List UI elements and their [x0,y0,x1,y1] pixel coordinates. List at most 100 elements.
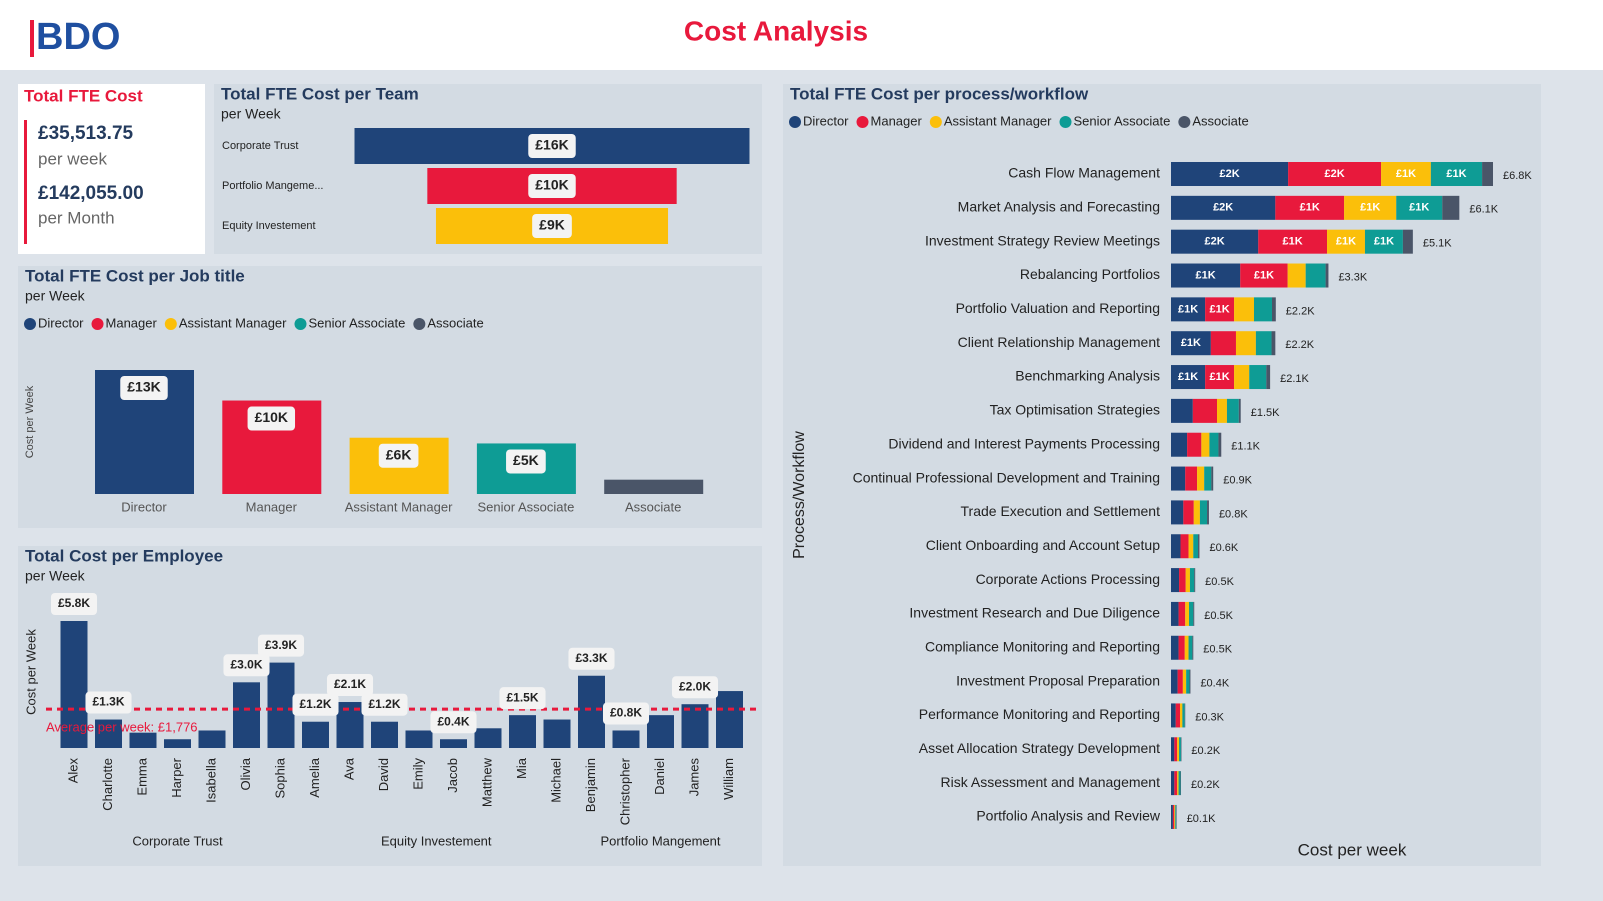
header-bar [0,0,1603,70]
bar [681,704,709,748]
total-label: £0.5K [1205,576,1234,588]
bar-segment [1171,534,1181,559]
logo-bar [30,20,34,57]
chart-title: Total Cost per Employee [25,546,223,565]
segment-label: £1K [1178,371,1198,383]
bar-segment [1171,568,1180,593]
segment-label: £2K [1219,168,1239,180]
bar-segment [1171,737,1175,762]
total-label: £0.1K [1187,813,1216,825]
bar-segment [1238,398,1241,423]
bar-segment [1185,466,1198,491]
legend-marker [789,116,801,128]
bar-segment [1240,263,1288,288]
category-label: Trade Execution and Settlement [961,503,1161,519]
value-label-box [50,593,98,615]
bar [716,691,743,748]
bar [604,479,704,494]
bar-segment [1178,771,1181,796]
chart-title: Total FTE Cost per Team [221,84,419,103]
bar [612,730,640,748]
bar [164,739,191,748]
chart-title: Total FTE Cost per process/workflow [790,84,1089,103]
bar [60,621,88,748]
bar [440,739,467,748]
value-label: £0.8K [610,706,642,720]
bar-segment [1271,331,1276,356]
bar-segment [1253,297,1273,322]
category-label: Portfolio Mangeme... [222,180,324,192]
category-label: Rebalancing Portfolios [1020,266,1160,282]
kpi-week-value: £35,513.75 [38,123,134,144]
total-label: £0.2K [1191,745,1220,757]
segment-label: £1K [1336,236,1356,248]
bar-segment [1177,669,1183,694]
total-label: £0.5K [1203,644,1232,656]
total-label: £2.2K [1285,339,1314,351]
bar-segment [1179,737,1181,762]
bar-segment [1171,500,1184,525]
bar-segment [1178,601,1186,626]
bar-segment [1189,669,1191,694]
bar-segment [1258,229,1328,254]
value-label: £5.8K [58,596,90,610]
category-label: Asset Allocation Strategy Development [919,740,1160,756]
bar-segment [1171,365,1206,390]
value-label: £2.1K [334,677,366,691]
segment-label: £1K [1254,269,1274,281]
value-label-box [568,647,615,670]
bar [405,730,433,748]
bar-segment [1171,162,1289,186]
bar [198,730,226,748]
bar-segment [1171,195,1276,220]
category-label: Tax Optimisation Strategies [990,402,1160,418]
bar-segment [1266,365,1271,390]
x-tick-label: Matthew [479,757,494,807]
segment-label: £1K [1181,337,1201,349]
x-tick-label: Benjamin [583,758,598,812]
y-axis-label: Process/Workflow [791,431,808,559]
bar-segment [1272,297,1276,322]
segment-label: £2K [1205,236,1225,248]
x-tick-label: Manager [246,499,298,514]
bar-segment [1192,635,1194,660]
legend-label: Manager [106,315,158,330]
bar-segment [1482,162,1493,186]
category-label: Client Onboarding and Account Setup [926,537,1160,553]
segment-label: £2K [1213,202,1233,214]
bar [129,732,157,748]
segment-label: £1K [1210,371,1230,383]
value-label-box [361,693,408,716]
segment-label: £1K [1360,202,1380,214]
legend-label: Senior Associate [309,315,406,330]
bar-segment [1198,534,1200,559]
total-label: £5.1K [1423,238,1452,250]
x-tick-label: Jacob [445,758,460,793]
total-label: £0.2K [1191,779,1220,791]
bar-segment [1188,635,1193,660]
value-label: £10K [255,409,288,425]
bar-segment [1205,297,1235,322]
bar-segment [1177,737,1180,762]
category-label: Client Relationship Management [958,334,1160,350]
category-label: Portfolio Analysis and Review [976,808,1161,824]
bar-segment [1396,195,1443,220]
x-tick-label: William [721,758,736,800]
y-axis-label: Cost per Week [23,629,38,715]
category-label: Corporate Trust [222,140,298,152]
bar-segment [1327,229,1365,254]
segment-label: £1K [1210,303,1230,315]
x-tick-label: Michael [548,758,563,803]
total-label: £1.1K [1231,441,1260,453]
category-label: Equity Investement [222,220,316,232]
bar-segment [1325,263,1329,288]
x-tick-label: David [376,758,391,791]
bar [371,721,398,748]
kpi-accent [24,120,27,244]
bar-segment [1171,771,1175,796]
total-label: £6.1K [1469,204,1498,216]
bar-segment [1211,466,1214,491]
total-label: £0.4K [1200,678,1229,690]
bar-segment [1209,432,1219,457]
